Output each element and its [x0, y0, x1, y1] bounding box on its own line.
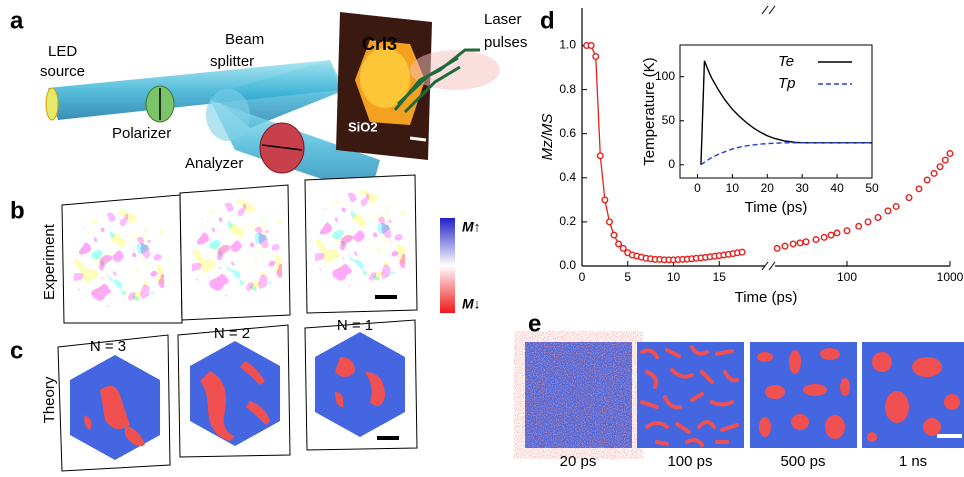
caption: N = 2 [214, 325, 250, 342]
caption: 100 ps [667, 453, 712, 470]
led-label: LED [48, 43, 77, 60]
data-point [615, 240, 623, 248]
y-axis-label: Mz/MS [539, 114, 556, 161]
x-axis-label: Time (ps) [745, 199, 808, 216]
theory-images [57, 319, 418, 472]
data-point [773, 244, 781, 252]
caption: N = 1 [337, 317, 373, 334]
y-tick-label: 50 [662, 113, 676, 127]
inset-frame [679, 44, 873, 179]
panel-label: d [540, 7, 555, 34]
x-tick-label: 50 [865, 181, 879, 195]
x-tick-label: 10 [667, 270, 681, 284]
y-tick-label: 1.0 [559, 38, 576, 52]
axis-break [761, 5, 776, 15]
data-point [905, 194, 913, 202]
data-point [619, 244, 627, 252]
setup-illustration [45, 12, 500, 195]
data-point [802, 238, 810, 246]
row-label: Theory [41, 376, 58, 423]
x-tick-label: 1000 [937, 270, 964, 284]
laser-label: Laser [484, 11, 522, 28]
caption: 500 ps [780, 453, 825, 470]
splitter-label: Beam [225, 31, 264, 48]
data-point [827, 231, 835, 239]
data-point [592, 53, 600, 61]
analyzer-label: Analyzer [185, 155, 243, 172]
data-point [892, 202, 900, 210]
led-label: source [40, 63, 85, 80]
x-tick-label: 10 [726, 181, 740, 195]
y-tick-label: 0 [668, 157, 675, 171]
axis-break [761, 261, 776, 271]
y-tick-label: 0.2 [559, 214, 576, 228]
legend-label: Te [778, 53, 794, 70]
y-tick-label: 100 [655, 69, 675, 83]
panel-label: a [10, 7, 24, 34]
data-point [946, 150, 954, 158]
y-tick-label: 0.8 [559, 82, 576, 96]
polarizer-label: Polarizer [112, 125, 171, 142]
sample-label: CrI3 [362, 34, 397, 54]
data-point [796, 239, 804, 247]
x-axis-label: Time (ps) [735, 289, 798, 306]
y-axis-label: Temperature (K) [641, 57, 658, 165]
caption: 20 ps [560, 453, 597, 470]
panel-label: b [10, 197, 25, 224]
data-point [605, 218, 613, 226]
x-tick-label: 100 [837, 270, 857, 284]
x-tick-label: 0 [694, 181, 701, 195]
data-point [820, 233, 828, 241]
substrate-label: SiO2 [348, 119, 378, 134]
x-tick-label: 30 [796, 181, 810, 195]
y-tick-label: 0.0 [559, 258, 576, 272]
data-point [610, 231, 618, 239]
colorbar-label: M↑ [462, 219, 481, 235]
data-point [738, 248, 746, 256]
data-point [930, 169, 938, 177]
data-point [874, 213, 882, 221]
data-point [864, 218, 872, 226]
data-point [941, 156, 949, 164]
panel-label: c [10, 337, 23, 364]
caption: N = 3 [90, 338, 126, 355]
caption: 1 ns [899, 453, 927, 470]
data-line [700, 142, 872, 166]
experiment-images [61, 174, 455, 324]
x-tick-label: 0 [579, 270, 586, 284]
y-tick-label: 0.4 [559, 170, 576, 184]
splitter-label: splitter [210, 53, 254, 70]
panel-label: e [528, 310, 541, 337]
simulation-snapshots [525, 342, 964, 448]
x-tick-label: 15 [713, 270, 727, 284]
data-point [936, 163, 944, 171]
y-tick-label: 0.6 [559, 126, 576, 140]
row-label: Experiment [41, 223, 58, 300]
data-point [587, 41, 595, 49]
data-point [596, 152, 604, 160]
colorbar-label: M↓ [462, 296, 481, 312]
data-point [843, 227, 851, 235]
data-point [833, 229, 841, 237]
data-point [884, 207, 892, 215]
data-point [812, 236, 820, 244]
data-point [855, 222, 863, 230]
x-tick-label: 40 [830, 181, 844, 195]
data-point [923, 176, 931, 184]
legend-label: Tp [778, 75, 796, 92]
x-tick-label: 5 [624, 270, 631, 284]
data-point [915, 185, 923, 193]
laser-label: pulses [484, 34, 527, 51]
x-tick-label: 20 [761, 181, 775, 195]
data-point [781, 242, 789, 250]
data-point [601, 196, 609, 204]
data-point [789, 240, 797, 248]
